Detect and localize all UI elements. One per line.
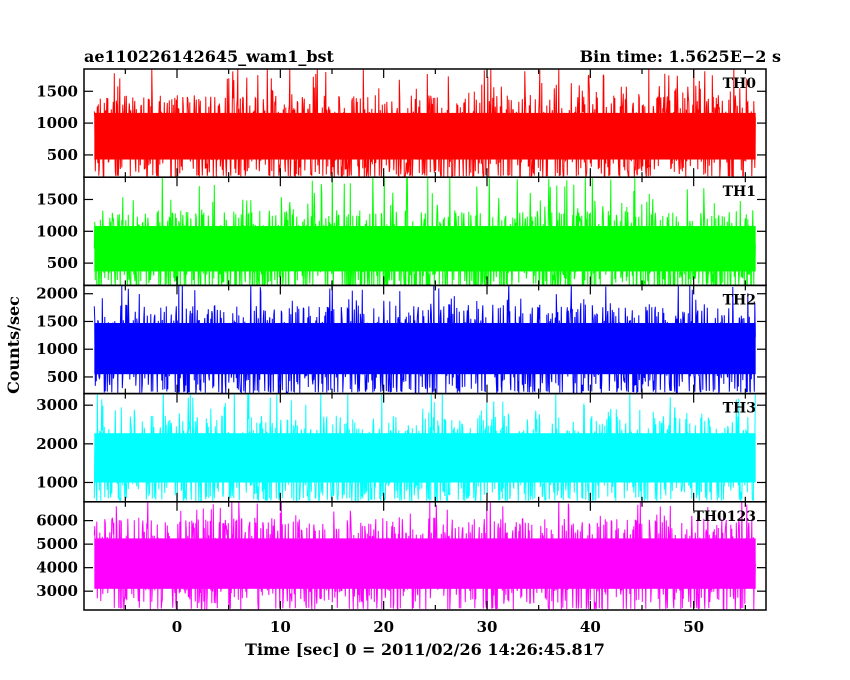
panel-th3: 1000 2000 3000 TH3 (36, 392, 767, 503)
series-core-th2 (94, 322, 756, 375)
y-tick-label: 1500 (36, 190, 78, 208)
y-tick-label: 5000 (36, 535, 78, 553)
x-axis-title: Time [sec] 0 = 2011/02/26 14:26:45.817 (245, 640, 605, 659)
y-tick-label: 500 (47, 368, 78, 386)
y-tick-label: 2000 (36, 285, 78, 303)
y-tick-label: 1000 (36, 473, 78, 491)
panel-th1: 500 1000 1500 TH1 (36, 176, 767, 287)
x-tick-label: 50 (683, 618, 704, 636)
y-tick-label: 500 (47, 146, 78, 164)
x-tick-label: 40 (580, 618, 601, 636)
y-tick-label: 1000 (36, 340, 78, 358)
panel-th0123: 3000 4000 5000 6000 TH0123 (36, 501, 767, 611)
x-tick-label: 20 (373, 618, 394, 636)
y-axis-title: Counts/sec (4, 296, 23, 394)
y-tick-label: 6000 (36, 512, 78, 530)
y-tick-label: 4000 (36, 559, 78, 577)
x-tick-label: 10 (270, 618, 291, 636)
header-right-bin-time: Bin time: 1.5625E−2 s (580, 47, 781, 66)
panel-th2: 500 1000 1500 2000 TH2 (36, 284, 767, 395)
y-tick-label: 3000 (36, 396, 78, 414)
x-tick-label: 0 (172, 618, 182, 636)
series-core-th3 (94, 433, 756, 483)
y-tick-label: 1500 (36, 312, 78, 330)
y-tick-label: 500 (47, 254, 78, 272)
panel-label-th1: TH1 (723, 184, 756, 200)
header-left-title: ae110226142645_wam1_bst (84, 47, 335, 66)
y-tick-label: 1000 (36, 222, 78, 240)
panel-label-th3: TH3 (723, 401, 756, 417)
series-core-th0 (94, 112, 756, 160)
y-tick-label: 1000 (36, 114, 78, 132)
panel-label-th2: TH2 (723, 292, 756, 308)
x-tick-label: 30 (477, 618, 498, 636)
panel-frame (83, 501, 767, 611)
series-core-th0123 (94, 538, 756, 589)
panel-label-th0123: TH0123 (693, 509, 756, 525)
y-tick-label: 3000 (36, 582, 78, 600)
panel-th0: 500 1000 1500 TH0 (36, 68, 767, 178)
series-core-th1 (94, 226, 756, 272)
y-tick-label: 1500 (36, 82, 78, 100)
y-tick-label: 2000 (36, 435, 78, 453)
panel-label-th0: TH0 (723, 76, 757, 92)
